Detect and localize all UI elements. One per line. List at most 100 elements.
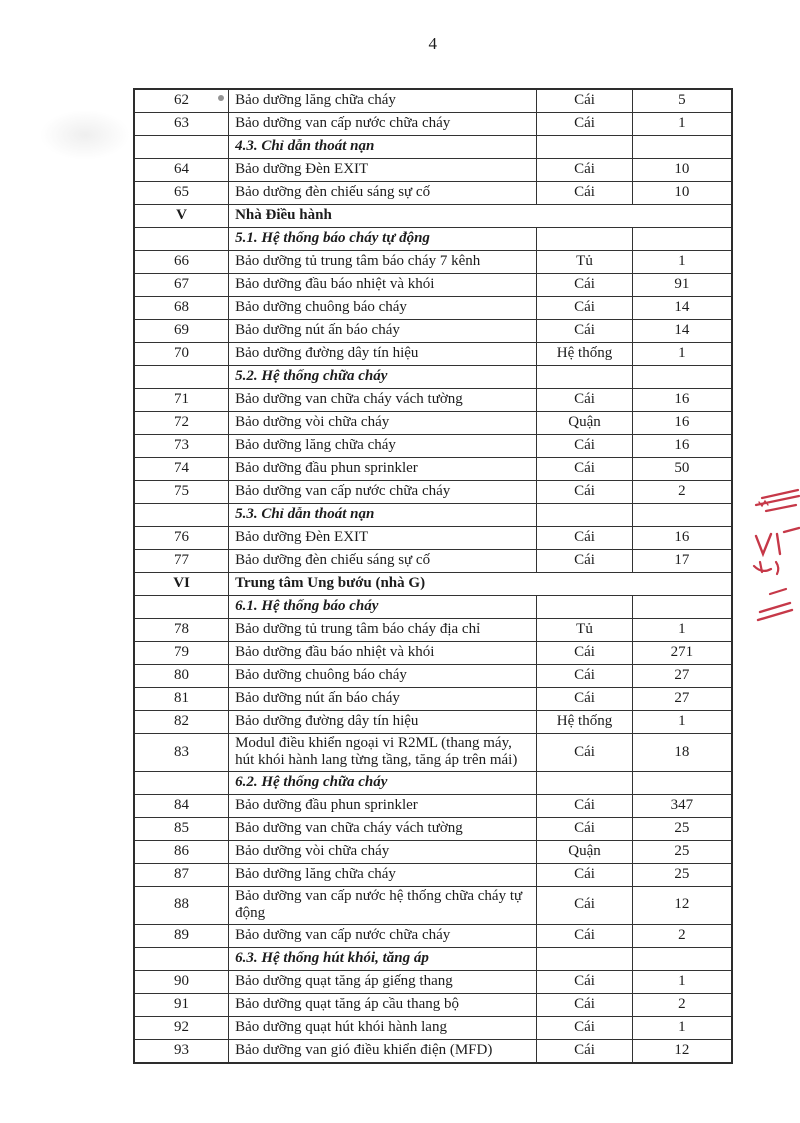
qty-cell: 18: [631, 733, 733, 772]
qty-cell: 50: [631, 457, 733, 481]
table-row: 73 Bảo dưỡng lăng chữa cháy Cái 16: [133, 434, 733, 458]
description-cell: Bảo dưỡng nút ấn báo cháy: [228, 319, 538, 343]
row-number-cell: [133, 503, 230, 527]
description-cell: Bảo dưỡng quạt tăng áp cầu thang bộ: [228, 992, 538, 1017]
table-row: 79 Bảo dưỡng đầu báo nhiệt và khói Cái 271: [133, 641, 733, 665]
unit-cell: [536, 503, 633, 527]
unit-cell: [536, 770, 633, 795]
description-cell: Bảo dưỡng van cấp nước chữa cháy: [228, 480, 538, 504]
table-row: 89 Bảo dưỡng van cấp nước chữa cháy Cái 2: [133, 923, 733, 948]
handwritten-mark-dash: [768, 587, 788, 596]
row-number-cell: 67: [133, 273, 230, 297]
description-cell: Bảo dưỡng Đèn EXIT: [228, 158, 538, 182]
row-number-cell: 62: [133, 88, 230, 113]
row-number-cell: 81: [133, 687, 230, 711]
row-number-cell: VI: [133, 572, 230, 596]
table-row: 70 Bảo dưỡng đường dây tín hiệu Hệ thống 1: [133, 342, 733, 366]
row-number-cell: 68: [133, 296, 230, 320]
group-row: VI Trung tâm Ung bướu (nhà G): [133, 572, 733, 596]
handwritten-mark-lower: [752, 560, 780, 576]
qty-cell: 1: [631, 1015, 733, 1040]
row-number-cell: 93: [133, 1038, 230, 1064]
table-row: 63 Bảo dưỡng van cấp nước chữa cháy Cái 1: [133, 112, 733, 136]
description-cell: Bảo dưỡng van gió điều khiển điện (MFD): [228, 1038, 538, 1064]
description-cell: Bảo dưỡng đầu phun sprinkler: [228, 793, 538, 818]
unit-cell: Cái: [536, 641, 633, 665]
section-row: 6.2. Hệ thống chữa cháy: [133, 770, 733, 795]
unit-cell: Cái: [536, 862, 633, 887]
description-cell: Bảo dưỡng nút ấn báo cháy: [228, 687, 538, 711]
unit-cell: Cái: [536, 526, 633, 550]
qty-cell: 12: [631, 1038, 733, 1064]
table-row: 91 Bảo dưỡng quạt tăng áp cầu thang bộ Cái…: [133, 992, 733, 1017]
qty-cell: 2: [631, 992, 733, 1017]
row-number-cell: [133, 365, 230, 389]
unit-cell: Quận: [536, 411, 633, 435]
unit-cell: Cái: [536, 664, 633, 688]
unit-cell: Cái: [536, 1038, 633, 1064]
qty-cell: 25: [631, 816, 733, 841]
table-row: 69 Bảo dưỡng nút ấn báo cháy Cái 14: [133, 319, 733, 343]
qty-cell: 10: [631, 158, 733, 182]
row-number-cell: 76: [133, 526, 230, 550]
qty-cell: [631, 770, 733, 795]
row-number-cell: 78: [133, 618, 230, 642]
table-row: 90 Bảo dưỡng quạt tăng áp giếng thang Cái 1: [133, 969, 733, 994]
row-number-cell: 84: [133, 793, 230, 818]
qty-cell: 271: [631, 641, 733, 665]
table-row: 66 Bảo dưỡng tủ trung tâm báo cháy 7 kênh…: [133, 250, 733, 274]
qty-cell: 16: [631, 388, 733, 412]
description-cell: Bảo dưỡng van cấp nước chữa cháy: [228, 112, 538, 136]
table-row: 88 Bảo dưỡng van cấp nước hệ thống chữa c…: [133, 885, 733, 925]
qty-cell: 25: [631, 862, 733, 887]
qty-cell: 1: [631, 710, 733, 734]
row-number-cell: 75: [133, 480, 230, 504]
row-number-cell: 74: [133, 457, 230, 481]
description-cell: 6.3. Hệ thống hút khói, tăng áp: [228, 946, 538, 971]
row-number-cell: 92: [133, 1015, 230, 1040]
unit-cell: Quận: [536, 839, 633, 864]
qty-cell: 2: [631, 480, 733, 504]
description-cell: Bảo dưỡng van chữa cháy vách tường: [228, 816, 538, 841]
description-cell: Trung tâm Ung bướu (nhà G): [228, 572, 733, 596]
scan-smudge: [40, 110, 130, 160]
table-row: 78 Bảo dưỡng tủ trung tâm báo cháy địa ch…: [133, 618, 733, 642]
row-number-cell: 88: [133, 885, 230, 925]
row-number-cell: 86: [133, 839, 230, 864]
qty-cell: 10: [631, 181, 733, 205]
unit-cell: [536, 135, 633, 159]
row-number-cell: [133, 227, 230, 251]
unit-cell: Cái: [536, 733, 633, 772]
description-cell: Bảo dưỡng quạt hút khói hành lang: [228, 1015, 538, 1040]
table-row: 92 Bảo dưỡng quạt hút khói hành lang Cái 1: [133, 1015, 733, 1040]
description-cell: Bảo dưỡng đường dây tín hiệu: [228, 342, 538, 366]
unit-cell: Cái: [536, 457, 633, 481]
unit-cell: Cái: [536, 158, 633, 182]
unit-cell: Cái: [536, 1015, 633, 1040]
section-row: 6.3. Hệ thống hút khói, tăng áp: [133, 946, 733, 971]
description-cell: Bảo dưỡng tủ trung tâm báo cháy địa chỉ: [228, 618, 538, 642]
row-number-cell: 69: [133, 319, 230, 343]
table-row: 68 Bảo dưỡng chuông báo cháy Cái 14: [133, 296, 733, 320]
qty-cell: 2: [631, 923, 733, 948]
row-number-cell: 63: [133, 112, 230, 136]
description-cell: Bảo dưỡng lăng chữa cháy: [228, 862, 538, 887]
unit-cell: Cái: [536, 885, 633, 925]
table-row: 75 Bảo dưỡng van cấp nước chữa cháy Cái 2: [133, 480, 733, 504]
section-row: 5.2. Hệ thống chữa cháy: [133, 365, 733, 389]
description-cell: Bảo dưỡng vòi chữa cháy: [228, 839, 538, 864]
row-number-cell: [133, 135, 230, 159]
table-row: 76 Bảo dưỡng Đèn EXIT Cái 16: [133, 526, 733, 550]
table-row: 72 Bảo dưỡng vòi chữa cháy Quận 16: [133, 411, 733, 435]
row-number-cell: 87: [133, 862, 230, 887]
unit-cell: Cái: [536, 88, 633, 113]
table-row: 80 Bảo dưỡng chuông báo cháy Cái 27: [133, 664, 733, 688]
qty-cell: 1: [631, 618, 733, 642]
unit-cell: Hệ thống: [536, 710, 633, 734]
row-number-cell: 91: [133, 992, 230, 1017]
unit-cell: Cái: [536, 112, 633, 136]
unit-cell: Cái: [536, 923, 633, 948]
unit-cell: [536, 227, 633, 251]
row-number-cell: 66: [133, 250, 230, 274]
